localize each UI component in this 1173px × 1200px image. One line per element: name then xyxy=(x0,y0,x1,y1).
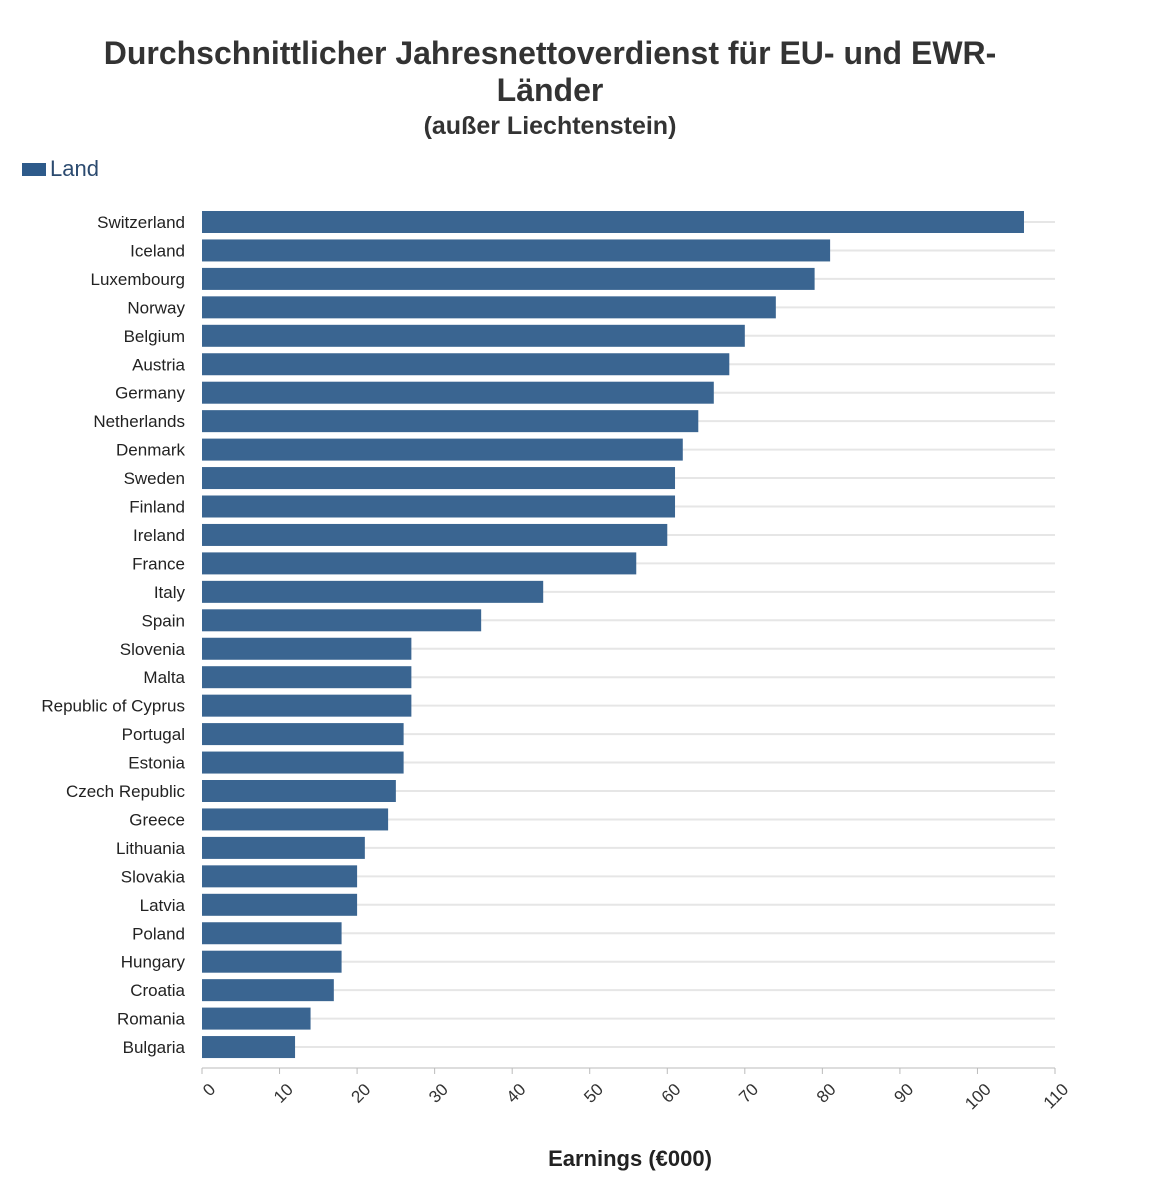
category-label: Greece xyxy=(129,810,185,829)
bar-switzerland[interactable] xyxy=(202,211,1024,233)
legend-swatch xyxy=(22,162,46,176)
bar-bulgaria[interactable] xyxy=(202,1036,296,1059)
category-label: Latvia xyxy=(140,896,186,915)
category-label: Czech Republic xyxy=(66,782,186,801)
bar-iceland[interactable] xyxy=(202,239,831,262)
bar-spain[interactable] xyxy=(202,609,482,632)
category-label: Romania xyxy=(117,1010,186,1029)
legend[interactable]: Land xyxy=(22,156,99,182)
chart-title-line-1: Durchschnittlicher Jahresnettoverdienst … xyxy=(103,35,997,71)
category-label: Finland xyxy=(129,498,185,517)
category-label: Slovakia xyxy=(121,867,186,886)
category-label: Croatia xyxy=(130,981,185,1000)
bar-portugal[interactable] xyxy=(202,723,404,746)
bar-ireland[interactable] xyxy=(202,523,668,546)
x-tick-label: 10 xyxy=(270,1080,297,1107)
category-label: Malta xyxy=(143,668,185,687)
x-tick-label: 110 xyxy=(1040,1080,1073,1113)
category-label: Italy xyxy=(154,583,186,602)
bar-france[interactable] xyxy=(202,552,637,575)
bar-croatia[interactable] xyxy=(202,979,334,1002)
category-label: Estonia xyxy=(128,754,185,773)
x-tick-label: 20 xyxy=(348,1080,375,1107)
x-tick-label: 30 xyxy=(425,1080,452,1107)
chart-title-line-2: Länder xyxy=(496,72,604,108)
bar-estonia[interactable] xyxy=(202,751,404,774)
x-tick-label: 70 xyxy=(735,1080,762,1107)
bar-slovakia[interactable] xyxy=(202,865,358,888)
category-label: Lithuania xyxy=(116,839,186,858)
bar-malta[interactable] xyxy=(202,666,412,689)
category-label: Germany xyxy=(115,384,185,403)
x-tick-label: 80 xyxy=(813,1080,840,1107)
legend-label: Land xyxy=(50,156,99,181)
bar-denmark[interactable] xyxy=(202,438,683,461)
bar-romania[interactable] xyxy=(202,1007,311,1030)
x-tick-label: 0 xyxy=(199,1080,219,1100)
bar-austria[interactable] xyxy=(202,353,730,376)
category-label: Netherlands xyxy=(93,412,185,431)
bar-norway[interactable] xyxy=(202,296,776,319)
bar-greece[interactable] xyxy=(202,808,389,831)
category-label: Austria xyxy=(132,355,185,374)
x-tick-label: 60 xyxy=(658,1080,685,1107)
bar-republic-of-cyprus[interactable] xyxy=(202,694,412,717)
category-label: Hungary xyxy=(121,953,186,972)
x-tick-label: 50 xyxy=(580,1080,607,1107)
bar-czech-republic[interactable] xyxy=(202,780,396,802)
category-label: Spain xyxy=(142,611,185,630)
category-label: Bulgaria xyxy=(123,1038,186,1057)
bar-belgium[interactable] xyxy=(202,324,745,347)
bar-finland[interactable] xyxy=(202,495,676,518)
bar-hungary[interactable] xyxy=(202,950,342,973)
chart-subtitle: (außer Liechtenstein) xyxy=(423,112,677,140)
bar-sweden[interactable] xyxy=(202,467,676,490)
category-label: Iceland xyxy=(130,241,185,260)
category-label: France xyxy=(132,554,185,573)
category-label: Portugal xyxy=(122,725,185,744)
bar-poland[interactable] xyxy=(202,922,342,945)
bar-netherlands[interactable] xyxy=(202,410,699,433)
category-label: Belgium xyxy=(124,327,185,346)
x-tick-label: 40 xyxy=(503,1080,530,1107)
x-tick-label: 90 xyxy=(890,1080,917,1107)
category-label: Norway xyxy=(127,298,185,317)
category-label: Republic of Cyprus xyxy=(41,697,185,716)
bar-luxembourg[interactable] xyxy=(202,267,815,290)
category-label: Switzerland xyxy=(97,213,185,232)
category-label: Poland xyxy=(132,924,185,943)
bar-lithuania[interactable] xyxy=(202,836,365,859)
category-label: Luxembourg xyxy=(90,270,185,289)
bar-germany[interactable] xyxy=(202,381,714,404)
category-label: Sweden xyxy=(124,469,185,488)
category-label: Denmark xyxy=(116,441,185,460)
x-axis-label: Earnings (€000) xyxy=(548,1146,712,1171)
bar-slovenia[interactable] xyxy=(202,637,412,660)
bar-italy[interactable] xyxy=(202,580,544,603)
category-label: Ireland xyxy=(133,526,185,545)
category-label: Slovenia xyxy=(120,640,186,659)
bar-latvia[interactable] xyxy=(202,893,358,916)
x-tick-label: 100 xyxy=(961,1080,994,1113)
